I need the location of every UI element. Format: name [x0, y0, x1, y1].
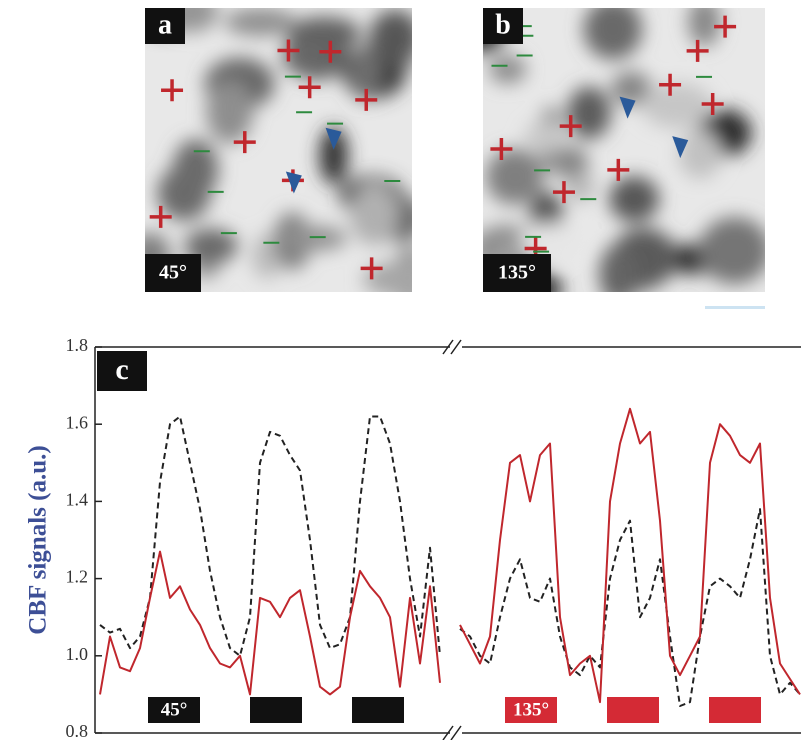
stimulus-label: 135°	[513, 699, 549, 720]
y-tick-label: 0.8	[66, 721, 89, 740]
image-blob	[641, 82, 713, 129]
plus-marker	[233, 131, 256, 154]
stimulus-bar	[709, 697, 761, 723]
plus-marker	[298, 76, 321, 99]
image-blob	[224, 8, 297, 37]
triangle-marker	[325, 127, 342, 150]
angle-label-box	[145, 254, 201, 292]
image-blob	[319, 126, 349, 185]
image-blob	[609, 176, 660, 222]
image-blob	[678, 129, 722, 179]
image-blob	[599, 244, 639, 292]
image-blob	[611, 71, 652, 106]
image-panel: a 45°	[145, 8, 412, 292]
stimulus-bar	[352, 697, 404, 723]
image-blob	[206, 79, 254, 144]
image-texture	[145, 8, 412, 292]
y-axis-label: CBF signals (a.u.)	[25, 445, 52, 634]
image-blob	[369, 9, 412, 65]
plus-marker	[714, 15, 737, 38]
image-blob	[349, 181, 399, 246]
stimulus-label: 45°	[161, 699, 188, 720]
angle-label: 45°	[159, 262, 187, 284]
image-blob	[698, 217, 765, 285]
image-blob	[485, 148, 544, 205]
plus-marker	[607, 158, 630, 181]
panel-label: c	[115, 353, 128, 386]
stimulus-bar	[505, 697, 557, 723]
plus-marker	[559, 115, 582, 138]
image-blob	[688, 8, 721, 47]
image-blob	[282, 225, 348, 251]
plus-marker	[701, 92, 724, 115]
image-blob	[172, 139, 219, 200]
image-blob	[556, 146, 589, 182]
plus-marker	[355, 88, 378, 111]
image-blob	[524, 121, 569, 153]
axis-break	[442, 339, 462, 740]
triangle-marker	[672, 136, 689, 159]
panel-label: b	[495, 9, 511, 40]
y-tick-label: 1.2	[66, 567, 89, 587]
plus-marker	[686, 39, 709, 62]
stimulus-bar	[148, 697, 200, 723]
triangle-marker	[619, 96, 636, 119]
panel-label-box	[97, 351, 147, 391]
panel-label: a	[158, 9, 172, 40]
image-blob	[520, 223, 580, 259]
angle-label: 135°	[498, 262, 536, 284]
y-tick-label: 1.0	[66, 644, 89, 664]
image-blob	[583, 8, 643, 60]
stimulus-bar	[250, 697, 302, 723]
plus-marker	[490, 137, 513, 160]
plus-marker	[149, 205, 172, 228]
y-tick-label: 1.6	[66, 412, 89, 432]
plus-marker	[277, 39, 300, 62]
y-tick-label: 1.8	[66, 335, 89, 355]
plus-marker	[659, 73, 682, 96]
y-tick-label: 1.4	[66, 490, 89, 510]
image-blob	[567, 86, 611, 140]
scale-bar	[705, 306, 765, 309]
stimulus-bar	[607, 697, 659, 723]
image-blob	[564, 173, 596, 202]
data-line	[99, 415, 801, 707]
image-blob	[348, 45, 381, 101]
plus-marker	[552, 181, 575, 204]
plus-marker	[360, 257, 383, 280]
data-line	[99, 407, 801, 704]
angle-label-box	[483, 254, 551, 292]
plus-marker	[319, 40, 342, 63]
image-blob	[488, 54, 527, 84]
plus-marker	[161, 79, 184, 102]
panel-label-box	[483, 8, 523, 44]
image-panel: b 135°	[483, 8, 765, 292]
triangle-marker	[285, 171, 302, 194]
panel-label-box	[145, 8, 185, 44]
